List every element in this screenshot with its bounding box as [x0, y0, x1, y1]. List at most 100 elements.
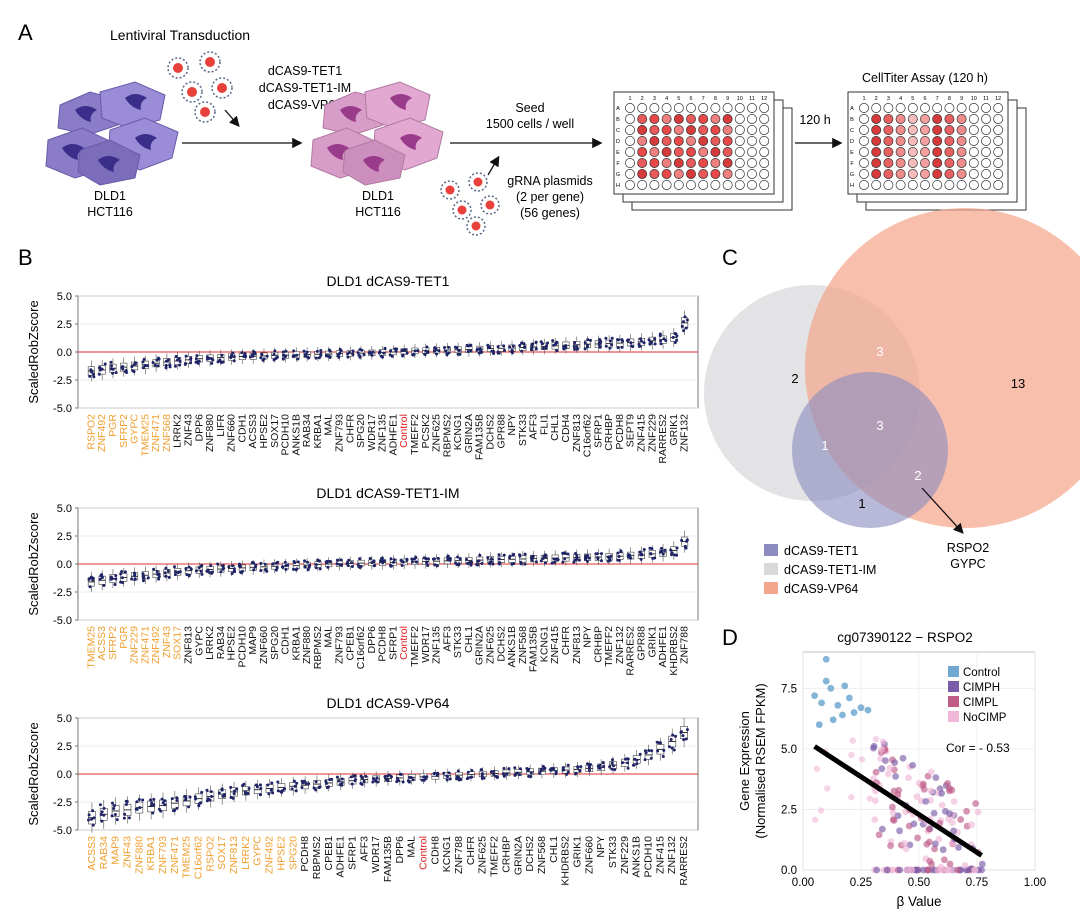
data-point: [302, 349, 306, 353]
plate-well: [871, 147, 882, 157]
data-point: [414, 560, 418, 564]
data-point: [611, 758, 615, 762]
x-category-label: FLI1: [538, 414, 550, 435]
data-point: [682, 329, 686, 333]
plate-well: [956, 136, 967, 146]
data-point: [523, 552, 527, 556]
x-category-label: ZNF415: [549, 626, 561, 664]
plate-well: [968, 158, 979, 168]
data-point: [352, 774, 356, 778]
x-category-label: GYPC: [252, 836, 264, 866]
data-point: [648, 342, 652, 346]
data-point: [300, 785, 304, 789]
data-point: [573, 347, 577, 351]
data-point: [664, 339, 668, 343]
venn-annotation: RSPO2: [947, 541, 989, 555]
scatter-point: [938, 801, 946, 809]
data-point: [259, 561, 263, 565]
plate-well: [944, 147, 955, 157]
data-point: [326, 565, 330, 569]
x-category-label: TMEFF2: [603, 626, 615, 667]
data-point: [610, 336, 614, 340]
data-point: [469, 349, 473, 353]
x-category-label: CHFR: [465, 836, 477, 866]
data-point: [302, 779, 306, 783]
plate-col-label: 8: [948, 96, 951, 102]
plate-well: [661, 136, 672, 146]
data-point: [660, 546, 664, 550]
data-point: [284, 349, 288, 353]
data-point: [199, 569, 203, 573]
data-point: [197, 566, 201, 570]
plate-well: [883, 103, 894, 113]
scatter-point: [887, 842, 894, 850]
plate-well: [625, 158, 635, 168]
data-point: [465, 557, 469, 561]
venn-legend: dCAS9-TET1 dCAS9-TET1-IM dCAS9-VP64: [764, 544, 876, 596]
y-tick-label: -2.5: [53, 797, 72, 809]
data-point: [258, 793, 262, 797]
data-point: [552, 557, 556, 561]
data-point: [387, 773, 391, 777]
scatter-point: [871, 797, 879, 805]
data-point: [361, 776, 365, 780]
data-point: [135, 800, 139, 804]
data-point: [187, 565, 191, 569]
data-point: [205, 788, 209, 792]
plate-well: [734, 114, 745, 124]
plate-well: [883, 125, 894, 135]
data-point: [314, 356, 318, 360]
x-category-label: TMEM25: [139, 414, 151, 457]
x-category-label: WDR17: [420, 626, 432, 663]
data-point: [325, 559, 329, 563]
plate-well: [920, 169, 930, 179]
plate-col-label: 9: [960, 96, 963, 102]
data-point: [635, 758, 639, 762]
data-point: [492, 773, 496, 777]
data-point: [276, 560, 280, 564]
x-category-label: AFF3: [441, 626, 453, 652]
data-point: [653, 337, 657, 341]
data-point: [523, 562, 527, 566]
data-point: [519, 562, 523, 566]
scatter-point: [928, 860, 935, 868]
data-point: [251, 354, 255, 358]
data-point: [530, 558, 534, 562]
data-point: [685, 728, 689, 732]
transduction-arrow: [224, 109, 240, 127]
scatter-point-control: [846, 694, 853, 702]
data-point: [216, 562, 220, 566]
data-point: [92, 816, 96, 820]
plate-well: [698, 147, 709, 157]
data-point: [456, 555, 460, 559]
data-point: [487, 562, 491, 566]
data-point: [156, 356, 160, 360]
scatter-point: [948, 866, 956, 874]
data-point: [87, 813, 91, 817]
venn-diagram: 2 13 3 3 1 2 1: [704, 208, 1080, 528]
data-point: [152, 797, 156, 801]
x-category-label: NPY: [595, 836, 607, 858]
x-category-label: ZNF625: [484, 626, 496, 664]
data-point: [412, 352, 416, 356]
data-point: [496, 351, 500, 355]
data-point: [166, 569, 170, 573]
data-point: [177, 357, 181, 361]
data-point: [113, 804, 117, 808]
plate-col-label: 9: [726, 96, 729, 102]
cells-purple-icon: [45, 81, 179, 186]
data-point: [408, 775, 412, 779]
data-point: [512, 562, 516, 566]
data-point: [100, 367, 104, 371]
data-point: [379, 354, 383, 358]
data-point: [435, 564, 439, 568]
plate-well: [883, 147, 894, 157]
plate-well: [883, 136, 894, 146]
plate-col-label: 1: [862, 96, 865, 102]
data-point: [394, 349, 398, 353]
x-tick-label: 0.75: [966, 877, 988, 889]
y-tick-label: -5.0: [53, 615, 72, 627]
data-point: [502, 774, 506, 778]
x-category-label: ZNF813: [228, 836, 240, 874]
cell-line-label: DLD1: [94, 189, 126, 203]
